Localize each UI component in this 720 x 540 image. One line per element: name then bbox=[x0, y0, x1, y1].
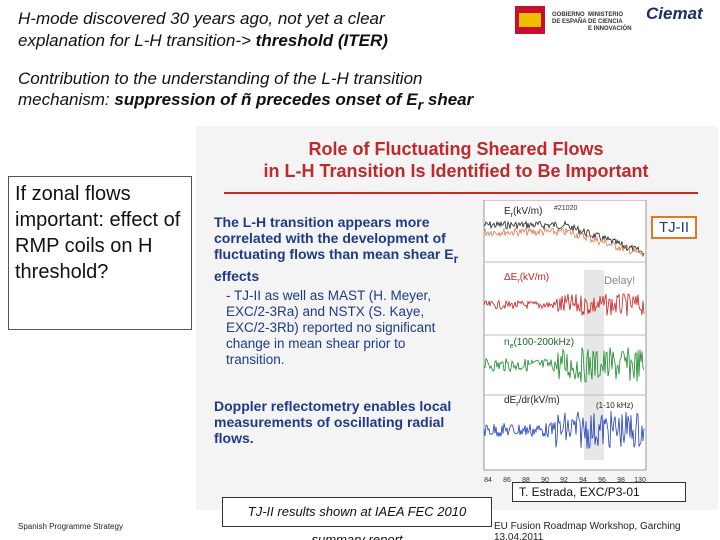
x-tick-label: 90 bbox=[541, 477, 549, 484]
panel-label: Er(kV/m) bbox=[504, 206, 542, 219]
header: H-mode discovered 30 years ago, not yet … bbox=[18, 8, 498, 52]
logo-text: E INNOVACIÓN bbox=[588, 26, 632, 32]
subtitle-text: Contribution to the understanding of the… bbox=[18, 69, 423, 109]
x-tick-label: 88 bbox=[522, 477, 530, 484]
x-tick-label: 96 bbox=[598, 477, 606, 484]
x-tick-label: 84 bbox=[484, 477, 492, 484]
label-main: n bbox=[504, 337, 510, 348]
header-text: explanation for L-H transition-> bbox=[18, 31, 251, 50]
device-label: TJ-II bbox=[651, 216, 697, 239]
question-box: If zonal flows important: effect of RMP … bbox=[8, 176, 192, 330]
panel-label: dEr/dr(kV/m) bbox=[504, 395, 560, 408]
panel-label: ne(100-200kHz) bbox=[504, 337, 574, 350]
footer-right: EU Fusion Roadmap Workshop, Garching 13.… bbox=[494, 521, 681, 540]
x-tick-label: 86 bbox=[503, 477, 511, 484]
logo-text: MINISTERIO bbox=[588, 12, 624, 18]
label-unit: /dr(kV/m) bbox=[519, 395, 560, 406]
coat-of-arms bbox=[515, 6, 545, 34]
label-main: E bbox=[504, 206, 511, 217]
gov-logo: GOBIERNO DE ESPAÑA bbox=[552, 12, 587, 26]
band-label: (1-10 kHz) bbox=[596, 401, 634, 410]
footer-left: Spanish Programme Strategy bbox=[18, 522, 123, 531]
panel-label: ΔEr(kV/m) bbox=[504, 272, 549, 285]
point-sub: r bbox=[453, 252, 459, 266]
ciemat-logo: Ciemat bbox=[646, 4, 703, 23]
logo-text: GOBIERNO bbox=[552, 12, 585, 18]
label-sub: e bbox=[510, 343, 514, 350]
signal-trace bbox=[483, 226, 645, 257]
title-line: Role of Fluctuating Sheared Flows bbox=[308, 139, 604, 159]
subtitle-sub: r bbox=[417, 97, 424, 114]
label-sub: r bbox=[516, 401, 519, 408]
delay-shade bbox=[584, 270, 604, 460]
subtitle-bold: suppression of ñ precedes onset of E bbox=[114, 90, 418, 109]
x-tick-label: 130 bbox=[634, 477, 646, 484]
shot-number: #21020 bbox=[554, 205, 577, 212]
figure-title: Role of Fluctuating Sheared Flows in L-H… bbox=[196, 138, 716, 182]
x-tick-label: 94 bbox=[579, 477, 587, 484]
label-unit: (kV/m) bbox=[513, 206, 542, 217]
label-sub: r bbox=[511, 212, 514, 219]
ministry-logo: MINISTERIO DE CIENCIA E INNOVACIÓN bbox=[588, 12, 632, 33]
label-main: dE bbox=[504, 395, 517, 406]
subtitle-bold: shear bbox=[427, 90, 474, 109]
x-tick-label: 92 bbox=[560, 477, 568, 484]
signal-plots: Er(kV/m)ΔEr(kV/m)ne(100-200kHz)dEr/dr(kV… bbox=[483, 200, 647, 484]
signal-trace bbox=[483, 411, 645, 449]
point: The L-H transition appears more correlat… bbox=[214, 214, 476, 284]
x-tick-label: 98 bbox=[617, 477, 625, 484]
header-bold: threshold (ITER) bbox=[255, 31, 388, 50]
signal-trace bbox=[483, 347, 645, 383]
title-rule bbox=[224, 192, 698, 194]
logo-text: DE CIENCIA bbox=[588, 19, 623, 25]
point-text: effects bbox=[214, 267, 260, 284]
point: Doppler reflectometry enables local meas… bbox=[214, 398, 452, 446]
header-line: H-mode discovered 30 years ago, not yet … bbox=[18, 9, 385, 28]
label-main: ΔE bbox=[504, 272, 518, 283]
label-sub: r bbox=[517, 278, 520, 285]
point-text: The L-H transition appears more correlat… bbox=[214, 214, 454, 262]
label-unit: (100-200kHz) bbox=[513, 337, 574, 348]
subtitle: Contribution to the understanding of the… bbox=[18, 68, 518, 116]
figure: Role of Fluctuating Sheared Flows in L-H… bbox=[196, 126, 718, 510]
delay-label: Delay! bbox=[604, 275, 635, 287]
signal-trace bbox=[483, 220, 645, 258]
caption: TJ-II results shown at IAEA FEC 2010 sum… bbox=[222, 497, 492, 540]
reference: T. Estrada, EXC/P3-01 bbox=[512, 482, 686, 502]
logo-text: DE ESPAÑA bbox=[552, 19, 587, 25]
label-unit: (kV/m) bbox=[520, 272, 549, 283]
title-line: in L-H Transition Is Identified to Be Im… bbox=[263, 161, 649, 181]
signal-trace bbox=[483, 293, 645, 317]
header-line: explanation for L-H transition-> thresho… bbox=[18, 30, 498, 52]
point: - TJ-II as well as MAST (H. Meyer, EXC/2… bbox=[226, 288, 436, 367]
